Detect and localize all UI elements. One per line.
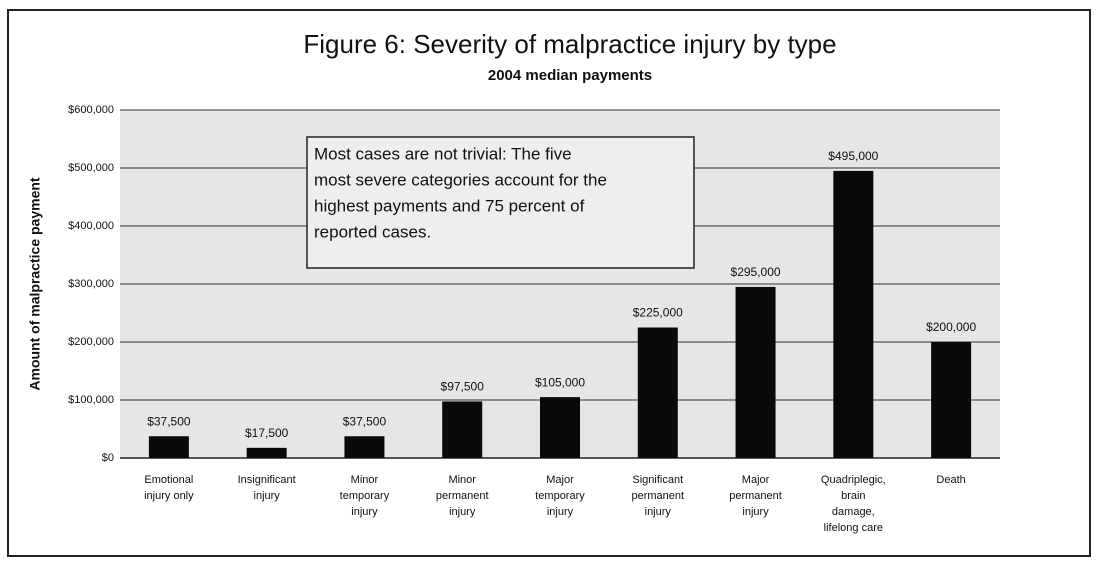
bar xyxy=(833,170,874,458)
value-label: $295,000 xyxy=(731,265,781,279)
value-label: $17,500 xyxy=(245,426,289,440)
x-tick-label: Minor xyxy=(448,474,476,486)
x-tick-label: permanent xyxy=(631,490,684,502)
x-tick-label: lifelong care xyxy=(824,522,883,534)
y-axis-label: Amount of malpractice payment xyxy=(27,177,43,390)
bar xyxy=(637,327,678,458)
chart-subtitle: 2004 median payments xyxy=(488,67,652,84)
value-label: $37,500 xyxy=(343,414,387,428)
x-tick-label: temporary xyxy=(340,490,390,502)
x-tick-label: permanent xyxy=(436,490,489,502)
x-tick-label: Death xyxy=(936,474,965,486)
bar xyxy=(735,286,776,458)
bar xyxy=(540,397,580,458)
x-tick-label: Major xyxy=(742,474,770,486)
x-tick-label: permanent xyxy=(729,490,782,502)
bar xyxy=(148,436,189,458)
x-tick-label: Emotional xyxy=(144,474,193,486)
value-label: $97,500 xyxy=(441,380,485,394)
x-tick-label: damage, xyxy=(832,506,875,518)
value-label: $225,000 xyxy=(633,306,683,320)
bar xyxy=(344,436,385,458)
x-tick-label: Significant xyxy=(632,474,683,486)
x-tick-label: injury xyxy=(547,506,574,518)
x-tick-label: injury xyxy=(742,506,769,518)
y-tick-label: $500,000 xyxy=(68,162,114,174)
annotation: reported cases. xyxy=(314,222,431,241)
y-tick-label: $600,000 xyxy=(68,104,114,116)
x-tick-label: injury xyxy=(449,506,476,518)
bar xyxy=(442,401,483,458)
bar xyxy=(246,447,287,458)
x-tick-label: brain xyxy=(841,490,865,502)
x-tick-label: Major xyxy=(546,474,574,486)
y-tick-label: $200,000 xyxy=(68,336,114,348)
y-tick-label: $400,000 xyxy=(68,220,114,232)
x-tick-label: injury xyxy=(645,506,672,518)
x-tick-label: injury only xyxy=(144,490,194,502)
y-tick-label: $300,000 xyxy=(68,278,114,290)
x-tick-label: Quadriplegic, xyxy=(821,474,886,486)
x-tick-label: temporary xyxy=(535,490,585,502)
annotation: most severe categories account for the xyxy=(314,170,607,189)
value-label: $495,000 xyxy=(828,149,878,163)
x-tick-label: Minor xyxy=(351,474,379,486)
y-tick-label: $100,000 xyxy=(68,394,114,406)
chart-title: Figure 6: Severity of malpractice injury… xyxy=(303,29,836,59)
annotation: highest payments and 75 percent of xyxy=(314,196,585,215)
annotation: Most cases are not trivial: The five xyxy=(314,144,572,163)
value-label: $200,000 xyxy=(926,320,976,334)
annotation-box xyxy=(306,136,695,269)
value-label: $105,000 xyxy=(535,375,585,389)
x-tick-label: injury xyxy=(351,506,378,518)
x-tick-label: Insignificant xyxy=(238,474,296,486)
y-tick-label: $0 xyxy=(102,452,114,464)
value-label: $37,500 xyxy=(147,414,191,428)
x-tick-label: injury xyxy=(254,490,281,502)
bar xyxy=(931,342,972,458)
